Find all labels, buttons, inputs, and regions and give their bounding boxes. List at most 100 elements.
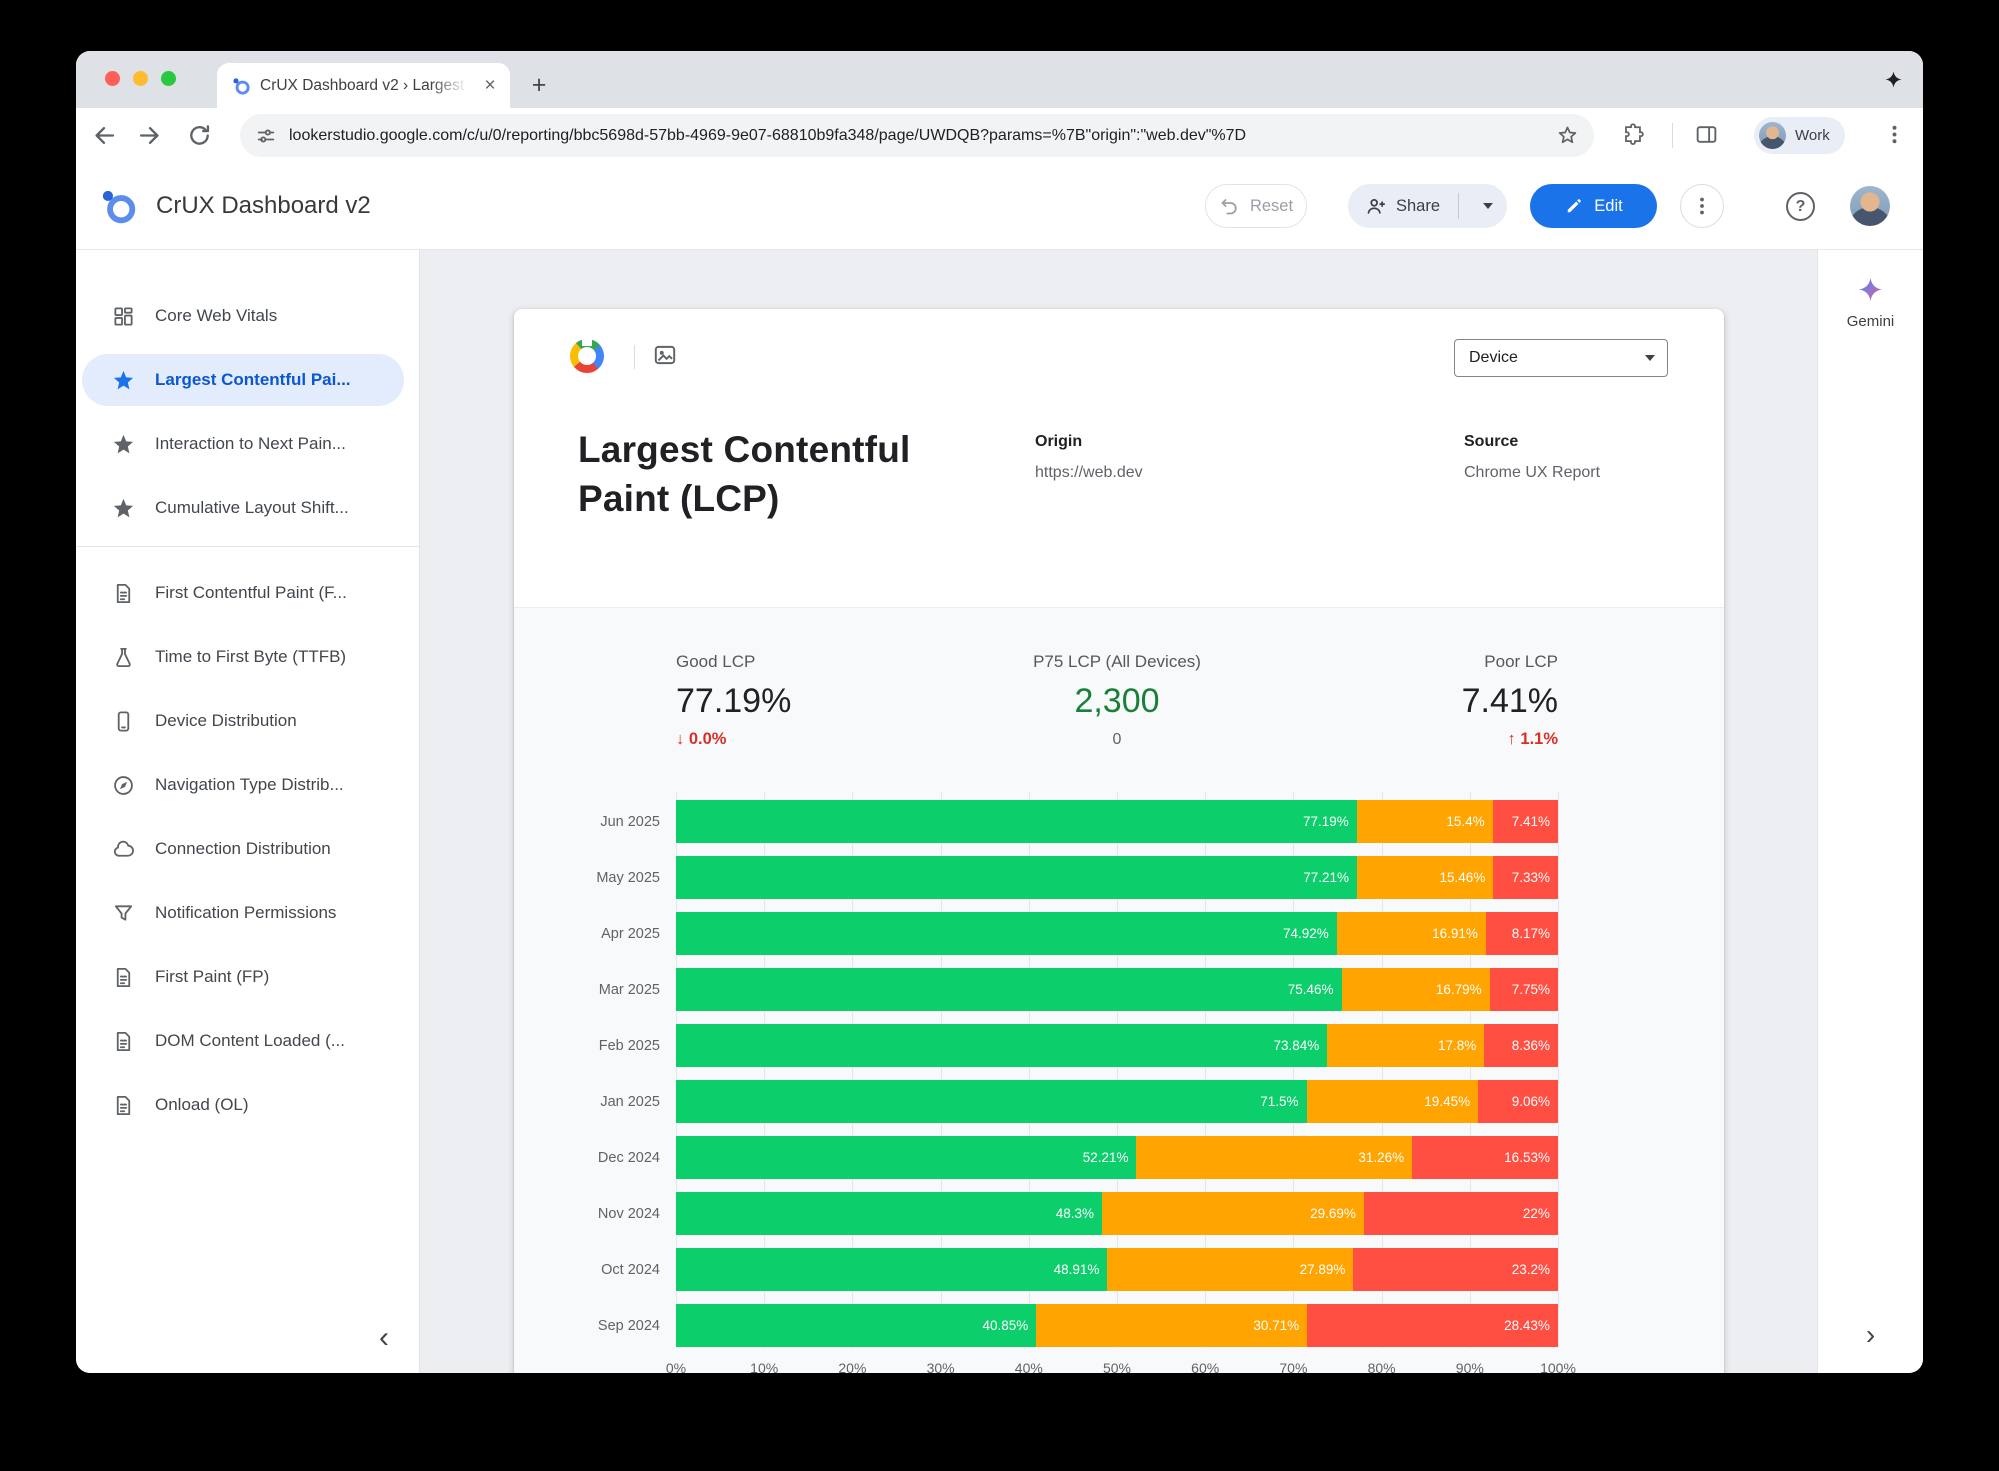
bar-segment-poor[interactable]: 8.36% bbox=[1484, 1024, 1558, 1067]
url-text[interactable]: lookerstudio.google.com/c/u/0/reporting/… bbox=[289, 126, 1247, 144]
sidebar-divider bbox=[76, 546, 419, 547]
sidebar-item[interactable]: Notification Permissions bbox=[82, 887, 404, 939]
bar-segment-poor[interactable]: 16.53% bbox=[1412, 1136, 1558, 1179]
reload-icon[interactable] bbox=[186, 122, 213, 149]
reset-button[interactable]: Reset bbox=[1205, 184, 1307, 228]
header-divider bbox=[634, 345, 635, 369]
bar-value-label: 16.91% bbox=[1432, 926, 1478, 941]
bar-value-label: 15.4% bbox=[1446, 814, 1485, 829]
star-icon bbox=[112, 433, 135, 456]
extensions-icon[interactable] bbox=[1621, 122, 1646, 152]
bookmark-star-icon[interactable] bbox=[1556, 124, 1579, 147]
gridline bbox=[1293, 792, 1295, 1348]
profile-avatar bbox=[1759, 122, 1786, 149]
bar-segment-poor[interactable]: 7.41% bbox=[1492, 800, 1558, 843]
bar-segment-needs-improvement[interactable]: 16.91% bbox=[1336, 912, 1486, 955]
side-panel-icon[interactable] bbox=[1694, 122, 1719, 152]
gridline bbox=[1558, 792, 1559, 1348]
tab-close-icon[interactable]: × bbox=[484, 74, 496, 96]
sidebar-item[interactable]: Cumulative Layout Shift... bbox=[82, 482, 404, 534]
sidebar-collapse-button[interactable]: ‹ bbox=[379, 1321, 389, 1354]
sidebar-item[interactable]: First Contentful Paint (F... bbox=[82, 567, 404, 619]
bar-segment-needs-improvement[interactable]: 27.89% bbox=[1107, 1248, 1354, 1291]
bar-segment-poor[interactable]: 28.43% bbox=[1307, 1304, 1558, 1347]
address-bar[interactable]: lookerstudio.google.com/c/u/0/reporting/… bbox=[240, 114, 1594, 157]
bar-segment-good[interactable]: 52.21% bbox=[676, 1136, 1137, 1179]
bar-segment-needs-improvement[interactable]: 29.69% bbox=[1102, 1192, 1364, 1235]
device-filter-dropdown[interactable]: Device bbox=[1454, 339, 1668, 377]
bar-segment-good[interactable]: 73.84% bbox=[676, 1024, 1328, 1067]
sidebar-item[interactable]: Connection Distribution bbox=[82, 823, 404, 875]
sidebar-item-label: Core Web Vitals bbox=[155, 306, 278, 325]
bar-segment-needs-improvement[interactable]: 16.79% bbox=[1341, 968, 1490, 1011]
bar-segment-good[interactable]: 48.3% bbox=[676, 1192, 1102, 1235]
bar-value-label: 7.41% bbox=[1511, 814, 1550, 829]
browser-window: CrUX Dashboard v2 › Largest × + lookerst… bbox=[76, 51, 1923, 1373]
bar-segment-needs-improvement[interactable]: 17.8% bbox=[1327, 1024, 1485, 1067]
bar-segment-good[interactable]: 48.91% bbox=[676, 1248, 1108, 1291]
site-info-icon[interactable] bbox=[255, 125, 277, 147]
report-logo-icon bbox=[570, 339, 604, 373]
sidebar-item[interactable]: Largest Contentful Pai... bbox=[82, 354, 404, 406]
origin-block: Origin https://web.dev bbox=[1035, 433, 1143, 481]
bar-segment-good[interactable]: 71.5% bbox=[676, 1080, 1307, 1123]
sidebar-item[interactable]: First Paint (FP) bbox=[82, 951, 404, 1003]
bar-value-label: 29.69% bbox=[1310, 1206, 1356, 1221]
bar-value-label: 7.33% bbox=[1511, 870, 1550, 885]
category-label: Mar 2025 bbox=[598, 981, 660, 998]
new-tab-button[interactable]: + bbox=[531, 70, 547, 99]
profile-chip[interactable]: Work bbox=[1754, 117, 1845, 154]
sidebar-item[interactable]: DOM Content Loaded (... bbox=[82, 1015, 404, 1067]
sidebar-item[interactable]: Onload (OL) bbox=[82, 1079, 404, 1131]
browser-tab[interactable]: CrUX Dashboard v2 › Largest × bbox=[217, 63, 510, 108]
bar-segment-needs-improvement[interactable]: 15.4% bbox=[1356, 800, 1493, 843]
bar-segment-needs-improvement[interactable]: 19.45% bbox=[1306, 1080, 1479, 1123]
tab-sparkle-icon[interactable] bbox=[1884, 70, 1903, 94]
bar-value-label: 23.2% bbox=[1511, 1262, 1550, 1277]
user-avatar[interactable] bbox=[1850, 186, 1890, 226]
sidebar-item[interactable]: Time to First Byte (TTFB) bbox=[82, 631, 404, 683]
bar-segment-poor[interactable]: 8.17% bbox=[1485, 912, 1558, 955]
gridline bbox=[1469, 792, 1471, 1348]
edit-button[interactable]: Edit bbox=[1530, 184, 1657, 228]
bar-segment-good[interactable]: 75.46% bbox=[676, 968, 1342, 1011]
chart-rows: Jun 2025 77.19% 15.4% 7.41% May 2025 77.21% 15… bbox=[514, 800, 1558, 1347]
bar-segment-poor[interactable]: 23.2% bbox=[1353, 1248, 1558, 1291]
sidebar-item[interactable]: Navigation Type Distrib... bbox=[82, 759, 404, 811]
rail-expand-button[interactable]: › bbox=[1865, 1319, 1876, 1350]
gridline bbox=[940, 792, 942, 1348]
forward-icon[interactable] bbox=[136, 122, 163, 149]
category-label: May 2025 bbox=[596, 869, 660, 886]
bar-segment-poor[interactable]: 7.75% bbox=[1489, 968, 1558, 1011]
x-tick-label: 40% bbox=[1014, 1360, 1043, 1373]
chart-row: Feb 2025 73.84% 17.8% 8.36% bbox=[514, 1024, 1558, 1067]
bar-segment-needs-improvement[interactable]: 30.71% bbox=[1036, 1304, 1308, 1347]
bar-value-label: 52.21% bbox=[1082, 1150, 1129, 1165]
fullscreen-window-button[interactable] bbox=[161, 71, 176, 86]
bar-segment-good[interactable]: 77.19% bbox=[676, 800, 1357, 843]
bar-segment-needs-improvement[interactable]: 31.26% bbox=[1136, 1136, 1413, 1179]
bar-value-label: 9.06% bbox=[1511, 1094, 1550, 1109]
share-dropdown-caret[interactable] bbox=[1469, 184, 1507, 228]
bar-segment-poor[interactable]: 7.33% bbox=[1493, 856, 1558, 899]
close-window-button[interactable] bbox=[105, 71, 120, 86]
gemini-entry[interactable]: Gemini bbox=[1818, 276, 1923, 330]
minimize-window-button[interactable] bbox=[133, 71, 148, 86]
bar-segment-needs-improvement[interactable]: 15.46% bbox=[1356, 856, 1494, 899]
bar-segment-good[interactable]: 77.21% bbox=[676, 856, 1357, 899]
sidebar-item[interactable]: Core Web Vitals bbox=[82, 290, 404, 342]
bar-segment-good[interactable]: 74.92% bbox=[676, 912, 1337, 955]
share-button[interactable]: Share bbox=[1348, 184, 1507, 228]
doc-icon bbox=[112, 1094, 135, 1117]
sidebar-item[interactable]: Interaction to Next Pain... bbox=[82, 418, 404, 470]
gridline bbox=[852, 792, 854, 1348]
help-icon[interactable]: ? bbox=[1786, 192, 1815, 221]
sidebar-item[interactable]: Device Distribution bbox=[82, 695, 404, 747]
back-icon[interactable] bbox=[91, 122, 118, 149]
bar-segment-poor[interactable]: 22% bbox=[1363, 1192, 1558, 1235]
bar-segment-poor[interactable]: 9.06% bbox=[1478, 1080, 1558, 1123]
bar-segment-good[interactable]: 40.85% bbox=[676, 1304, 1037, 1347]
star-icon bbox=[112, 497, 135, 520]
browser-menu-icon[interactable] bbox=[1882, 122, 1907, 152]
more-options-button[interactable] bbox=[1680, 184, 1724, 228]
